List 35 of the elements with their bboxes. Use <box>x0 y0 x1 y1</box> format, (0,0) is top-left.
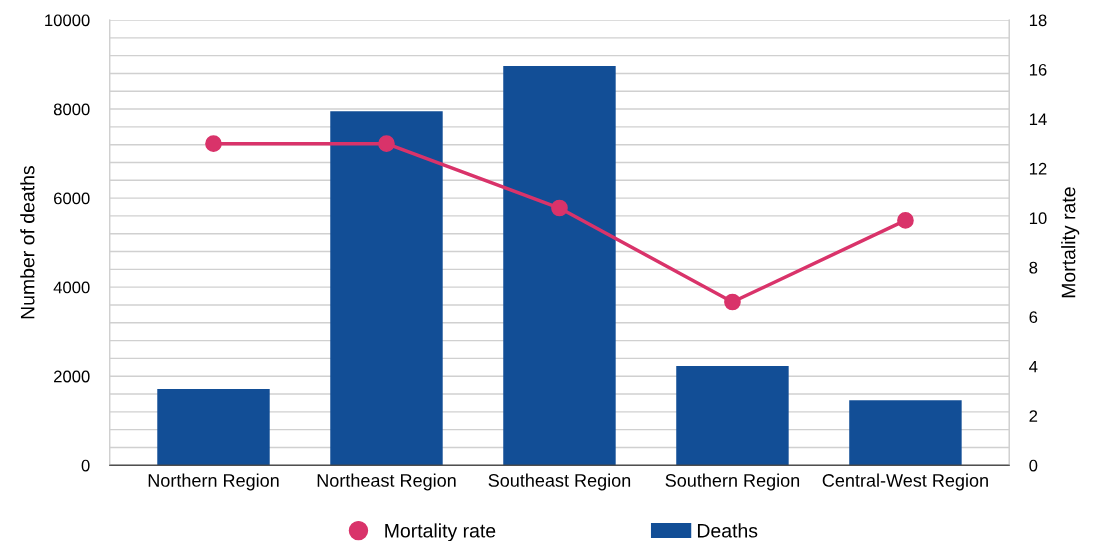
x-tick-label: Northeast Region <box>317 473 456 491</box>
x-tick-label: Southern Region <box>665 473 800 491</box>
legend-label: Mortality rate <box>385 523 496 541</box>
y-tick-label: 0 <box>81 459 90 472</box>
y-tick-label: 2000 <box>54 370 90 383</box>
bar <box>157 389 270 466</box>
y-tick-label: 10000 <box>45 14 90 27</box>
y2-tick-label: 14 <box>1029 113 1047 125</box>
x-tick-label: Northern Region <box>148 473 279 491</box>
y2-axis-title: Mortality rate <box>1061 187 1080 298</box>
point <box>205 135 222 153</box>
y2-tick-label: 18 <box>1029 14 1047 27</box>
bar <box>330 111 443 466</box>
bar <box>849 400 962 466</box>
y2-tick-label: 16 <box>1029 63 1047 76</box>
y2-tick-label: 12 <box>1029 162 1047 175</box>
bar <box>503 65 616 466</box>
point <box>378 135 395 153</box>
point <box>897 212 914 229</box>
y-axis-title: Number of deaths <box>20 166 35 319</box>
y2-tick-label: 4 <box>1029 360 1038 373</box>
y2-tick-label: 2 <box>1029 410 1038 422</box>
legend-label: Deaths <box>697 523 758 538</box>
point <box>724 293 741 311</box>
y2-tick-label: 8 <box>1029 261 1038 274</box>
x-tick-label: Southeast Region <box>488 473 631 491</box>
y2-tick-label: 10 <box>1029 212 1047 225</box>
y2-tick-label: 0 <box>1029 459 1038 472</box>
y-tick-label: 6000 <box>54 192 90 205</box>
bar <box>676 365 789 466</box>
point <box>551 199 568 217</box>
y-tick-label: 8000 <box>53 103 90 116</box>
x-tick-label: Central-West Region <box>822 473 988 491</box>
y-tick-label: 4000 <box>53 281 90 294</box>
y2-tick-label: 6 <box>1029 311 1038 324</box>
